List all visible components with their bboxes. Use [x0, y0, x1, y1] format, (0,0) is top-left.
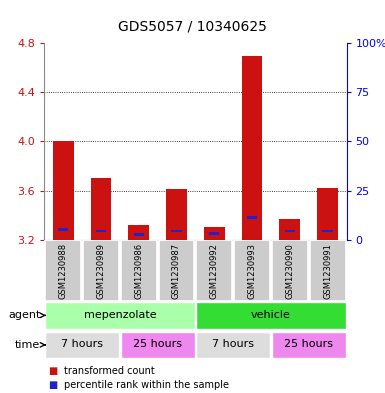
Text: GSM1230990: GSM1230990 — [285, 243, 295, 299]
Bar — [280, 219, 300, 240]
Text: 7 hours: 7 hours — [212, 339, 254, 349]
Bar — [171, 230, 182, 233]
Text: time: time — [15, 340, 40, 350]
Bar — [204, 228, 225, 240]
Bar — [58, 228, 69, 231]
Bar — [128, 225, 149, 240]
Bar — [90, 178, 111, 240]
Text: GSM1230988: GSM1230988 — [59, 243, 68, 299]
Bar — [310, 240, 346, 301]
Bar — [196, 332, 270, 358]
Bar — [166, 189, 187, 240]
Text: transformed count: transformed count — [64, 365, 154, 376]
Text: 7 hours: 7 hours — [61, 339, 103, 349]
Bar — [96, 230, 106, 233]
Bar — [317, 188, 338, 240]
Bar — [45, 240, 81, 301]
Text: mepenzolate: mepenzolate — [84, 310, 156, 320]
Text: GDS5057 / 10340625: GDS5057 / 10340625 — [118, 19, 267, 33]
Text: percentile rank within the sample: percentile rank within the sample — [64, 380, 229, 390]
Bar — [121, 332, 195, 358]
Text: 25 hours: 25 hours — [133, 339, 182, 349]
Bar — [196, 302, 346, 329]
Bar — [121, 240, 157, 301]
Bar — [134, 233, 144, 235]
Text: GSM1230989: GSM1230989 — [96, 243, 105, 299]
Bar — [53, 141, 74, 240]
Text: ■: ■ — [48, 380, 57, 390]
Text: GSM1230993: GSM1230993 — [248, 243, 256, 299]
Bar — [234, 240, 270, 301]
Bar — [272, 240, 308, 301]
Text: agent: agent — [8, 310, 40, 320]
Text: ■: ■ — [48, 365, 57, 376]
Bar — [242, 55, 263, 240]
Bar — [159, 240, 194, 301]
Text: GSM1230991: GSM1230991 — [323, 243, 332, 299]
Bar — [322, 230, 333, 233]
Bar — [272, 332, 346, 358]
Text: GSM1230987: GSM1230987 — [172, 243, 181, 299]
Bar — [209, 232, 219, 235]
Bar — [45, 302, 195, 329]
Bar — [285, 230, 295, 233]
Bar — [45, 332, 119, 358]
Bar — [247, 216, 257, 219]
Text: vehicle: vehicle — [251, 310, 291, 320]
Bar — [196, 240, 232, 301]
Text: 25 hours: 25 hours — [284, 339, 333, 349]
Text: GSM1230992: GSM1230992 — [210, 243, 219, 299]
Bar — [83, 240, 119, 301]
Text: GSM1230986: GSM1230986 — [134, 243, 143, 299]
